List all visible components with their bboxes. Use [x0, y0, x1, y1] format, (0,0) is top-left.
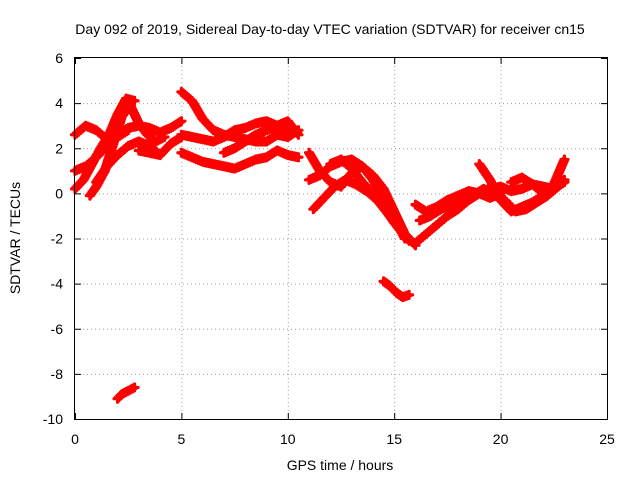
series-track-8 — [176, 145, 304, 174]
y-tick-label: 6 — [55, 50, 63, 66]
data-point — [282, 127, 293, 138]
y-tick-label: -4 — [51, 276, 64, 292]
series-track-15 — [378, 276, 415, 303]
x-tick-label: 10 — [280, 431, 296, 447]
tick-label-layer: 0 5 10 15 20 25 -10 -8 -6 -4 -2 0 2 4 6 — [43, 50, 615, 447]
series-track-10 — [218, 116, 304, 158]
data-point — [559, 174, 570, 185]
tick-layer — [75, 58, 608, 420]
y-tick-label: -10 — [43, 411, 63, 427]
data-point — [559, 154, 570, 165]
data-point — [159, 131, 170, 143]
data-point — [123, 125, 134, 136]
y-axis-label: SDTVAR / TECUs — [7, 182, 23, 294]
data-point — [293, 129, 304, 140]
series-track-18 — [414, 181, 564, 226]
data-point — [129, 382, 140, 393]
data-point — [399, 231, 410, 242]
x-tick-label: 0 — [71, 431, 79, 447]
y-tick-label: -8 — [51, 366, 64, 382]
y-tick-label: 2 — [55, 140, 63, 156]
series-track-14 — [325, 154, 410, 242]
x-tick-label: 25 — [599, 431, 615, 447]
x-tick-label: 20 — [493, 431, 509, 447]
y-tick-label: -2 — [51, 231, 64, 247]
y-tick-label: 0 — [55, 185, 63, 201]
data-point — [403, 235, 415, 246]
data-point — [176, 116, 187, 127]
plot-frame — [74, 57, 608, 420]
x-tick-label: 15 — [386, 431, 402, 447]
series-track-20 — [506, 172, 570, 199]
grid-layer — [75, 58, 607, 419]
x-axis-label: GPS time / hours — [287, 457, 394, 473]
chart-title: Day 092 of 2019, Sidereal Day-to-day VTE… — [75, 21, 585, 37]
series-layer — [69, 86, 570, 404]
x-tick-label: 5 — [178, 431, 186, 447]
data-point — [129, 95, 140, 106]
y-tick-label: 4 — [55, 95, 63, 111]
series-track-21 — [112, 382, 140, 404]
y-tick-label: -6 — [51, 321, 64, 337]
series-track-6 — [133, 131, 187, 161]
data-point — [403, 289, 415, 301]
data-point — [293, 152, 304, 163]
